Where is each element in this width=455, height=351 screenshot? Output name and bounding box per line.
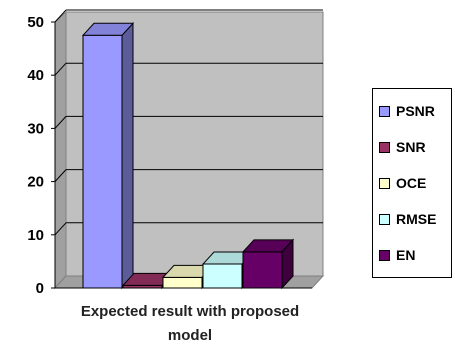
- bar-side-psnr: [121, 22, 134, 290]
- legend-label-rmse: RMSE: [396, 211, 437, 227]
- bar-en: [241, 238, 295, 290]
- legend-item-rmse: RMSE: [379, 211, 436, 227]
- legend-swatch-oce: [379, 177, 390, 189]
- y-tick-label: 20: [27, 174, 44, 191]
- y-tick-label: 30: [27, 120, 44, 137]
- bar-psnr: [81, 22, 135, 290]
- gridline-side: [54, 116, 67, 129]
- legend-swatch-rmse: [379, 213, 390, 225]
- y-tick-label: 10: [27, 227, 44, 244]
- legend-label-en: EN: [396, 247, 416, 263]
- bar-front-oce: [162, 276, 203, 289]
- gridline-side: [54, 222, 67, 236]
- legend-item-en: EN: [379, 247, 415, 263]
- gridline-side: [54, 169, 67, 182]
- legend-label-snr: SNR: [396, 139, 426, 155]
- x-category-label: Expected result with proposed model: [80, 303, 300, 344]
- y-tick-label: 0: [36, 280, 44, 297]
- gridline-side: [54, 9, 67, 23]
- legend-label-psnr: PSNR: [396, 103, 435, 119]
- bar-top-psnr: [81, 22, 135, 36]
- bars: [81, 22, 295, 290]
- legend-swatch-en: [379, 249, 390, 261]
- legend: PSNR SNR OCE RMSE EN: [372, 88, 452, 278]
- y-axis-ticks: 0 10 20 30 40 50: [27, 14, 55, 297]
- legend-swatch-snr: [379, 141, 390, 153]
- legend-item-oce: OCE: [379, 175, 426, 191]
- legend-label-oce: OCE: [396, 175, 427, 191]
- y-tick-label: 50: [27, 14, 44, 31]
- bar-front-psnr: [82, 34, 123, 289]
- bar-front-rmse: [202, 263, 243, 289]
- gridline-side: [54, 62, 67, 76]
- legend-item-psnr: PSNR: [379, 103, 435, 119]
- bar-front-en: [242, 251, 283, 289]
- legend-swatch-psnr: [379, 105, 390, 117]
- y-tick-label: 40: [27, 67, 44, 84]
- bar-top-en: [241, 239, 295, 253]
- plot-side-wall: [54, 10, 67, 290]
- legend-item-snr: SNR: [379, 139, 426, 155]
